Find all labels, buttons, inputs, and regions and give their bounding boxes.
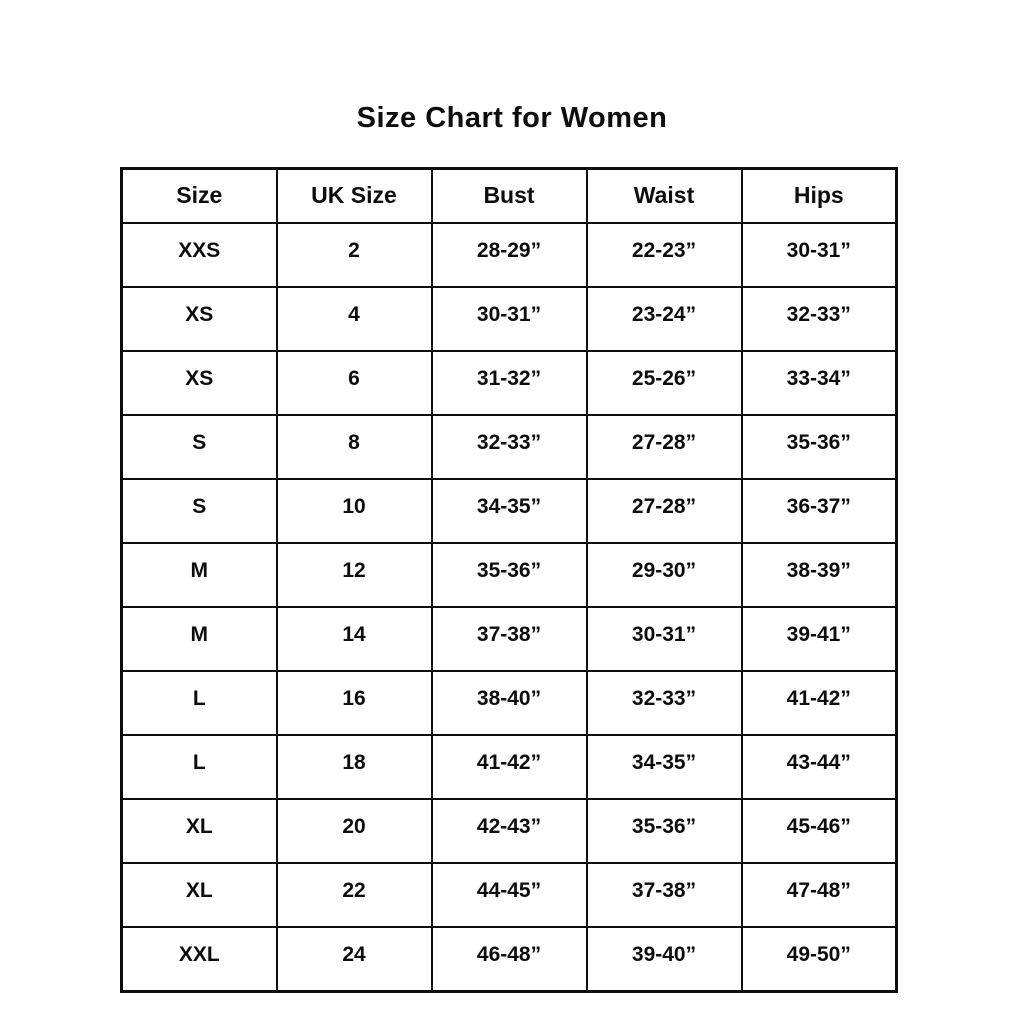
table-cell: 10	[275, 478, 433, 544]
table-cell: 30-31”	[740, 222, 898, 288]
table-cell: 47-48”	[740, 862, 898, 928]
table-cell: XXL	[120, 926, 278, 993]
table-cell: 28-29”	[430, 222, 588, 288]
table-cell: 32-33”	[430, 414, 588, 480]
table-cell: 30-31”	[585, 606, 743, 672]
table-row: XXS 2 28-29” 22-23” 30-31”	[120, 222, 898, 288]
table-cell: 46-48”	[430, 926, 588, 993]
table-cell: 29-30”	[585, 542, 743, 608]
table-cell: XS	[120, 286, 278, 352]
table-cell: 12	[275, 542, 433, 608]
table-body: XXS 2 28-29” 22-23” 30-31” XS 4 30-31” 23-24” 32-…	[120, 222, 898, 993]
table-cell: XXS	[120, 222, 278, 288]
table-cell: 23-24”	[585, 286, 743, 352]
table-cell: 33-34”	[740, 350, 898, 416]
table-cell: 35-36”	[740, 414, 898, 480]
table-cell: 42-43”	[430, 798, 588, 864]
table-header-row: Size UK Size Bust Waist Hips	[120, 167, 898, 224]
table-cell: 37-38”	[430, 606, 588, 672]
table-cell: S	[120, 478, 278, 544]
table-cell: L	[120, 670, 278, 736]
table-cell: 27-28”	[585, 414, 743, 480]
table-row: S 8 32-33” 27-28” 35-36”	[120, 414, 898, 480]
table-cell: 32-33”	[740, 286, 898, 352]
table-cell: 35-36”	[430, 542, 588, 608]
table-row: S 10 34-35” 27-28” 36-37”	[120, 478, 898, 544]
table-cell: 20	[275, 798, 433, 864]
table-cell: 31-32”	[430, 350, 588, 416]
table-cell: 6	[275, 350, 433, 416]
table-cell: 22	[275, 862, 433, 928]
table-cell: 24	[275, 926, 433, 993]
header-cell: UK Size	[275, 167, 433, 224]
table-cell: 39-40”	[585, 926, 743, 993]
table-cell: 41-42”	[740, 670, 898, 736]
table-cell: 38-39”	[740, 542, 898, 608]
table-cell: 4	[275, 286, 433, 352]
table-cell: M	[120, 542, 278, 608]
table-cell: M	[120, 606, 278, 672]
table-row: L 16 38-40” 32-33” 41-42”	[120, 670, 898, 736]
table-cell: 14	[275, 606, 433, 672]
size-chart-table: Size UK Size Bust Waist Hips XXS 2 28-29” 22-23…	[120, 167, 898, 993]
table-cell: 44-45”	[430, 862, 588, 928]
table-cell: XL	[120, 798, 278, 864]
table-row: L 18 41-42” 34-35” 43-44”	[120, 734, 898, 800]
table-cell: 8	[275, 414, 433, 480]
page-title: Size Chart for Women	[356, 102, 668, 134]
header-cell: Size	[120, 167, 278, 224]
header-cell: Bust	[430, 167, 588, 224]
table-row: M 12 35-36” 29-30” 38-39”	[120, 542, 898, 608]
table-cell: 18	[275, 734, 433, 800]
table-cell: 49-50”	[740, 926, 898, 993]
table-cell: S	[120, 414, 278, 480]
table-cell: 32-33”	[585, 670, 743, 736]
table-cell: 2	[275, 222, 433, 288]
table-cell: 34-35”	[430, 478, 588, 544]
table-cell: 30-31”	[430, 286, 588, 352]
table-row: M 14 37-38” 30-31” 39-41”	[120, 606, 898, 672]
table-cell: XL	[120, 862, 278, 928]
table-cell: 36-37”	[740, 478, 898, 544]
table-cell: 35-36”	[585, 798, 743, 864]
table-row: XS 6 31-32” 25-26” 33-34”	[120, 350, 898, 416]
table-cell: 27-28”	[585, 478, 743, 544]
header-cell: Hips	[740, 167, 898, 224]
table-cell: 22-23”	[585, 222, 743, 288]
table-cell: 39-41”	[740, 606, 898, 672]
table-cell: 38-40”	[430, 670, 588, 736]
table-cell: 34-35”	[585, 734, 743, 800]
table-cell: 25-26”	[585, 350, 743, 416]
table-cell: XS	[120, 350, 278, 416]
table-row: XS 4 30-31” 23-24” 32-33”	[120, 286, 898, 352]
table-cell: 41-42”	[430, 734, 588, 800]
table-cell: L	[120, 734, 278, 800]
header-cell: Waist	[585, 167, 743, 224]
table-cell: 43-44”	[740, 734, 898, 800]
table-cell: 45-46”	[740, 798, 898, 864]
table-header: Size UK Size Bust Waist Hips	[120, 167, 898, 224]
table-row: XL 22 44-45” 37-38” 47-48”	[120, 862, 898, 928]
table-cell: 16	[275, 670, 433, 736]
table-row: XXL 24 46-48” 39-40” 49-50”	[120, 926, 898, 993]
table-row: XL 20 42-43” 35-36” 45-46”	[120, 798, 898, 864]
table-cell: 37-38”	[585, 862, 743, 928]
